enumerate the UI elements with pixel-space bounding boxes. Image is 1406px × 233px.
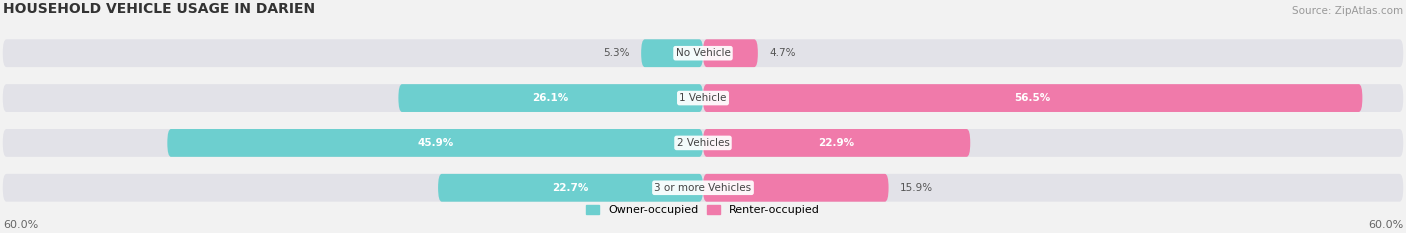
FancyBboxPatch shape [3, 174, 1403, 202]
Text: No Vehicle: No Vehicle [675, 48, 731, 58]
Text: 5.3%: 5.3% [603, 48, 630, 58]
Text: 22.9%: 22.9% [818, 138, 855, 148]
Text: 3 or more Vehicles: 3 or more Vehicles [654, 183, 752, 193]
FancyBboxPatch shape [703, 129, 970, 157]
FancyBboxPatch shape [398, 84, 703, 112]
FancyBboxPatch shape [439, 174, 703, 202]
Text: Source: ZipAtlas.com: Source: ZipAtlas.com [1292, 7, 1403, 17]
Text: 60.0%: 60.0% [1368, 220, 1403, 230]
Text: 45.9%: 45.9% [418, 138, 453, 148]
Text: HOUSEHOLD VEHICLE USAGE IN DARIEN: HOUSEHOLD VEHICLE USAGE IN DARIEN [3, 2, 315, 17]
Text: 1 Vehicle: 1 Vehicle [679, 93, 727, 103]
FancyBboxPatch shape [703, 39, 758, 67]
Text: 15.9%: 15.9% [900, 183, 934, 193]
Text: 60.0%: 60.0% [3, 220, 38, 230]
Text: 4.7%: 4.7% [769, 48, 796, 58]
Legend: Owner-occupied, Renter-occupied: Owner-occupied, Renter-occupied [581, 201, 825, 220]
FancyBboxPatch shape [641, 39, 703, 67]
FancyBboxPatch shape [3, 84, 1403, 112]
Text: 26.1%: 26.1% [533, 93, 569, 103]
Text: 56.5%: 56.5% [1015, 93, 1050, 103]
FancyBboxPatch shape [3, 129, 1403, 157]
FancyBboxPatch shape [703, 84, 1362, 112]
Text: 2 Vehicles: 2 Vehicles [676, 138, 730, 148]
Text: 22.7%: 22.7% [553, 183, 589, 193]
FancyBboxPatch shape [167, 129, 703, 157]
FancyBboxPatch shape [3, 39, 1403, 67]
FancyBboxPatch shape [703, 174, 889, 202]
